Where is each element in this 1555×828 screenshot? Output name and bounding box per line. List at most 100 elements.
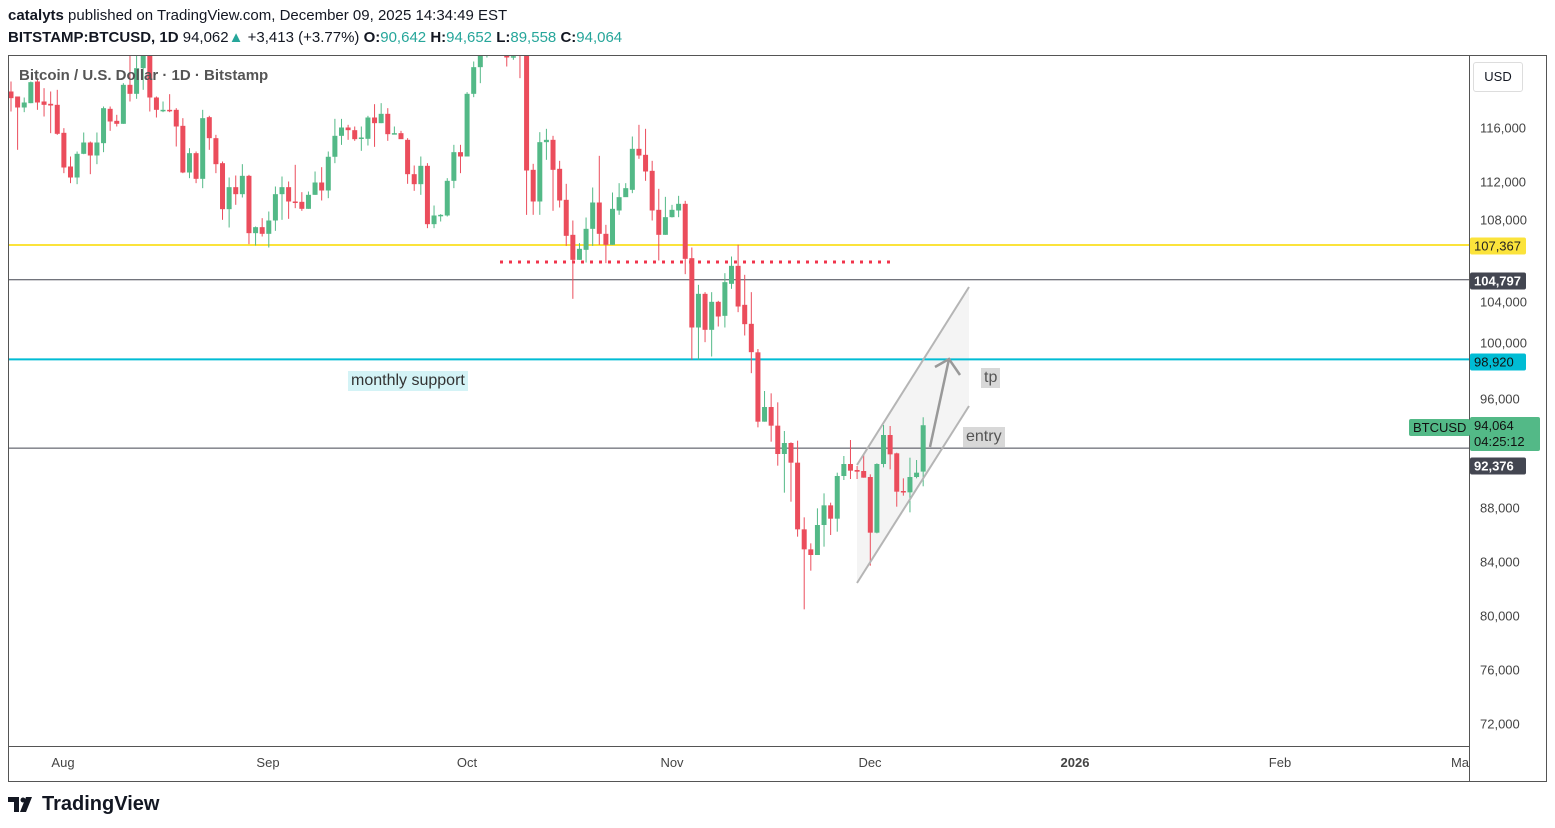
chart-border [8,55,1547,782]
upper-dark-level-tag: 104,797 [1470,272,1526,290]
candle [682,200,688,275]
candle-body [524,56,530,171]
candle-body [378,113,384,124]
candle-body [914,472,920,478]
candle [550,135,556,211]
candle-body [504,56,510,58]
candle-body [286,187,292,202]
candle [788,442,794,502]
candle-body [411,174,417,185]
candle-body [603,233,609,245]
candle-body [682,203,688,259]
candle-body [21,102,27,108]
candle-body [510,56,516,58]
candle-body [616,197,622,211]
channel-lower-line[interactable] [856,405,970,584]
candle-body [193,153,199,179]
candle [662,196,668,235]
y-tick: 112,000 [1480,174,1527,190]
candle-body [173,109,179,127]
entry-label[interactable]: entry [963,427,1005,447]
candle [9,81,14,112]
candle [557,160,563,208]
symbol-name: BITSTAMP:BTCUSD, 1D [8,29,179,46]
target-arrow-icon[interactable] [928,357,962,448]
candle-body [636,148,642,156]
candle-body [358,137,364,139]
candle-body [180,125,186,173]
candle [286,181,292,219]
x-tick: Aug [51,755,75,770]
candle [107,106,113,131]
candle [213,134,219,174]
candle-body [834,476,840,519]
candle-body [372,117,378,124]
candle-body [120,84,126,124]
candle-body [431,215,437,225]
candle-body [801,529,807,550]
y-tick: 96,000 [1480,391,1520,407]
candle-body [517,43,522,55]
bar-countdown: 04:25:12 [1474,434,1525,449]
candle-body [755,352,761,422]
monthly-support-tag: 98,920 [1470,353,1526,371]
candle [854,466,860,480]
candle [253,226,259,246]
candle-body [854,470,860,472]
candle [259,218,265,237]
candle-body [775,425,781,455]
tradingview-logo[interactable]: TradingView [8,793,159,816]
tp-label[interactable]: tp [981,368,1001,388]
up-triangle-icon: ▲ [228,29,244,46]
monthly-support-label[interactable]: monthly support [348,371,468,391]
currency-button[interactable]: USD [1473,62,1523,92]
candle [299,192,305,211]
candle-body [464,93,470,157]
candle [160,101,166,113]
candle [471,61,477,98]
candle-body [107,108,113,122]
y-tick: 84,000 [1480,554,1520,570]
high-value: 94,652 [446,29,493,46]
candle [914,460,920,479]
channel-fill[interactable] [857,287,969,583]
candle [563,183,569,246]
candle-body [246,175,252,234]
author-name[interactable]: catalyts [8,7,64,24]
candle [411,165,417,191]
candle-body [537,142,543,202]
candle [643,128,649,181]
candle [41,88,47,117]
candle [695,284,701,360]
candle-body [253,227,259,234]
candle [101,106,107,153]
candle [636,124,642,159]
candle [451,144,457,189]
candle [200,109,206,189]
candle [74,151,80,185]
candle [167,94,173,113]
candle [537,132,543,215]
candle-body [563,199,569,236]
candle-body [821,505,827,526]
channel-upper-line[interactable] [856,286,970,466]
candle [345,124,351,140]
candle-body [728,265,734,284]
candle [669,204,675,218]
candle [431,205,437,229]
x-tick: Dec [858,755,882,770]
candle [576,243,582,260]
candle [841,456,847,481]
candle-body [272,194,278,221]
candle [48,91,54,134]
candle-body [305,194,311,209]
candle-body [814,525,820,556]
candle [530,163,536,215]
candle-body [114,120,120,124]
candle [768,393,774,442]
candle [894,452,900,507]
candle-body [689,258,695,328]
x-tick: Oct [456,755,478,770]
candle [881,425,887,468]
